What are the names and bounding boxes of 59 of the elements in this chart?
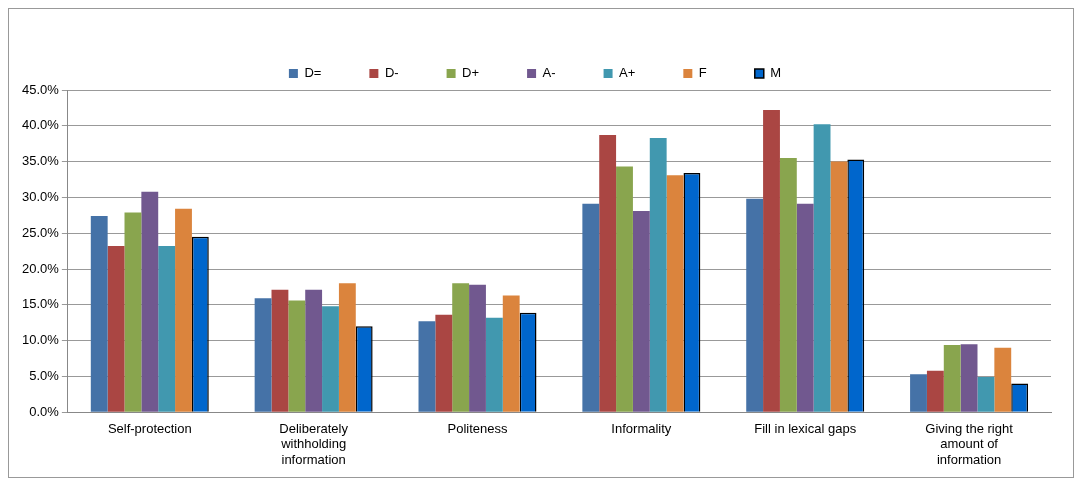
bar: [649, 137, 667, 412]
bar: [452, 283, 470, 412]
bar: [175, 208, 192, 412]
bar: [994, 347, 1012, 412]
bar: [141, 191, 159, 412]
bar: [90, 216, 108, 412]
bar: [616, 166, 633, 412]
bar: [763, 110, 780, 412]
bar: [813, 124, 831, 412]
y-tick-label: 40.0%: [21, 117, 60, 133]
bar: [632, 211, 650, 412]
y-tick-label: 5.0%: [29, 367, 60, 383]
bar: [158, 246, 176, 412]
bar: [469, 284, 486, 412]
x-tick-label: Fill in lexical gaps: [754, 420, 857, 436]
y-tick-label: 15.0%: [21, 296, 60, 312]
bar: [582, 203, 600, 412]
bar: [926, 370, 944, 412]
bar: [666, 175, 684, 412]
x-tick-label: Politeness: [447, 420, 508, 436]
y-tick-label: 0.0%: [29, 403, 60, 419]
bar: [107, 246, 125, 412]
bar: [796, 203, 814, 412]
y-tick-label: 45.0%: [21, 81, 60, 97]
bar: [322, 306, 339, 412]
legend-label: M: [770, 65, 782, 81]
legend-label: A+: [619, 65, 636, 81]
bar: [502, 295, 520, 412]
bar: [124, 212, 142, 412]
bar: [746, 198, 764, 412]
bar: [960, 344, 978, 412]
x-tick-label: Deliberately withholding information: [279, 420, 349, 467]
y-tick-label: 35.0%: [21, 153, 60, 169]
bar: [485, 317, 503, 412]
y-tick-label: 10.0%: [21, 332, 60, 348]
bar: [288, 300, 306, 412]
legend-label: A-: [542, 65, 556, 81]
bar: [418, 321, 436, 412]
legend-label: D=: [304, 65, 322, 81]
x-tick-label: Self-protection: [107, 420, 192, 436]
bar: [943, 344, 961, 412]
bar: [271, 289, 289, 412]
bar: [254, 298, 272, 412]
bar: [435, 314, 453, 412]
bar: [779, 158, 797, 412]
legend-label: D-: [384, 65, 399, 81]
x-tick-label: Informality: [611, 420, 672, 436]
bar: [305, 289, 323, 412]
bar: [338, 283, 356, 412]
bar: [830, 161, 848, 412]
legend-label: D+: [462, 65, 480, 81]
y-tick-label: 30.0%: [21, 188, 60, 204]
x-tick-label: Giving the right amount of information: [925, 420, 1014, 467]
bar: [910, 374, 927, 412]
bar: [977, 377, 995, 412]
y-tick-label: 20.0%: [21, 260, 60, 276]
bar: [599, 135, 617, 412]
y-tick-label: 25.0%: [21, 224, 60, 240]
legend-label: F: [698, 65, 707, 81]
